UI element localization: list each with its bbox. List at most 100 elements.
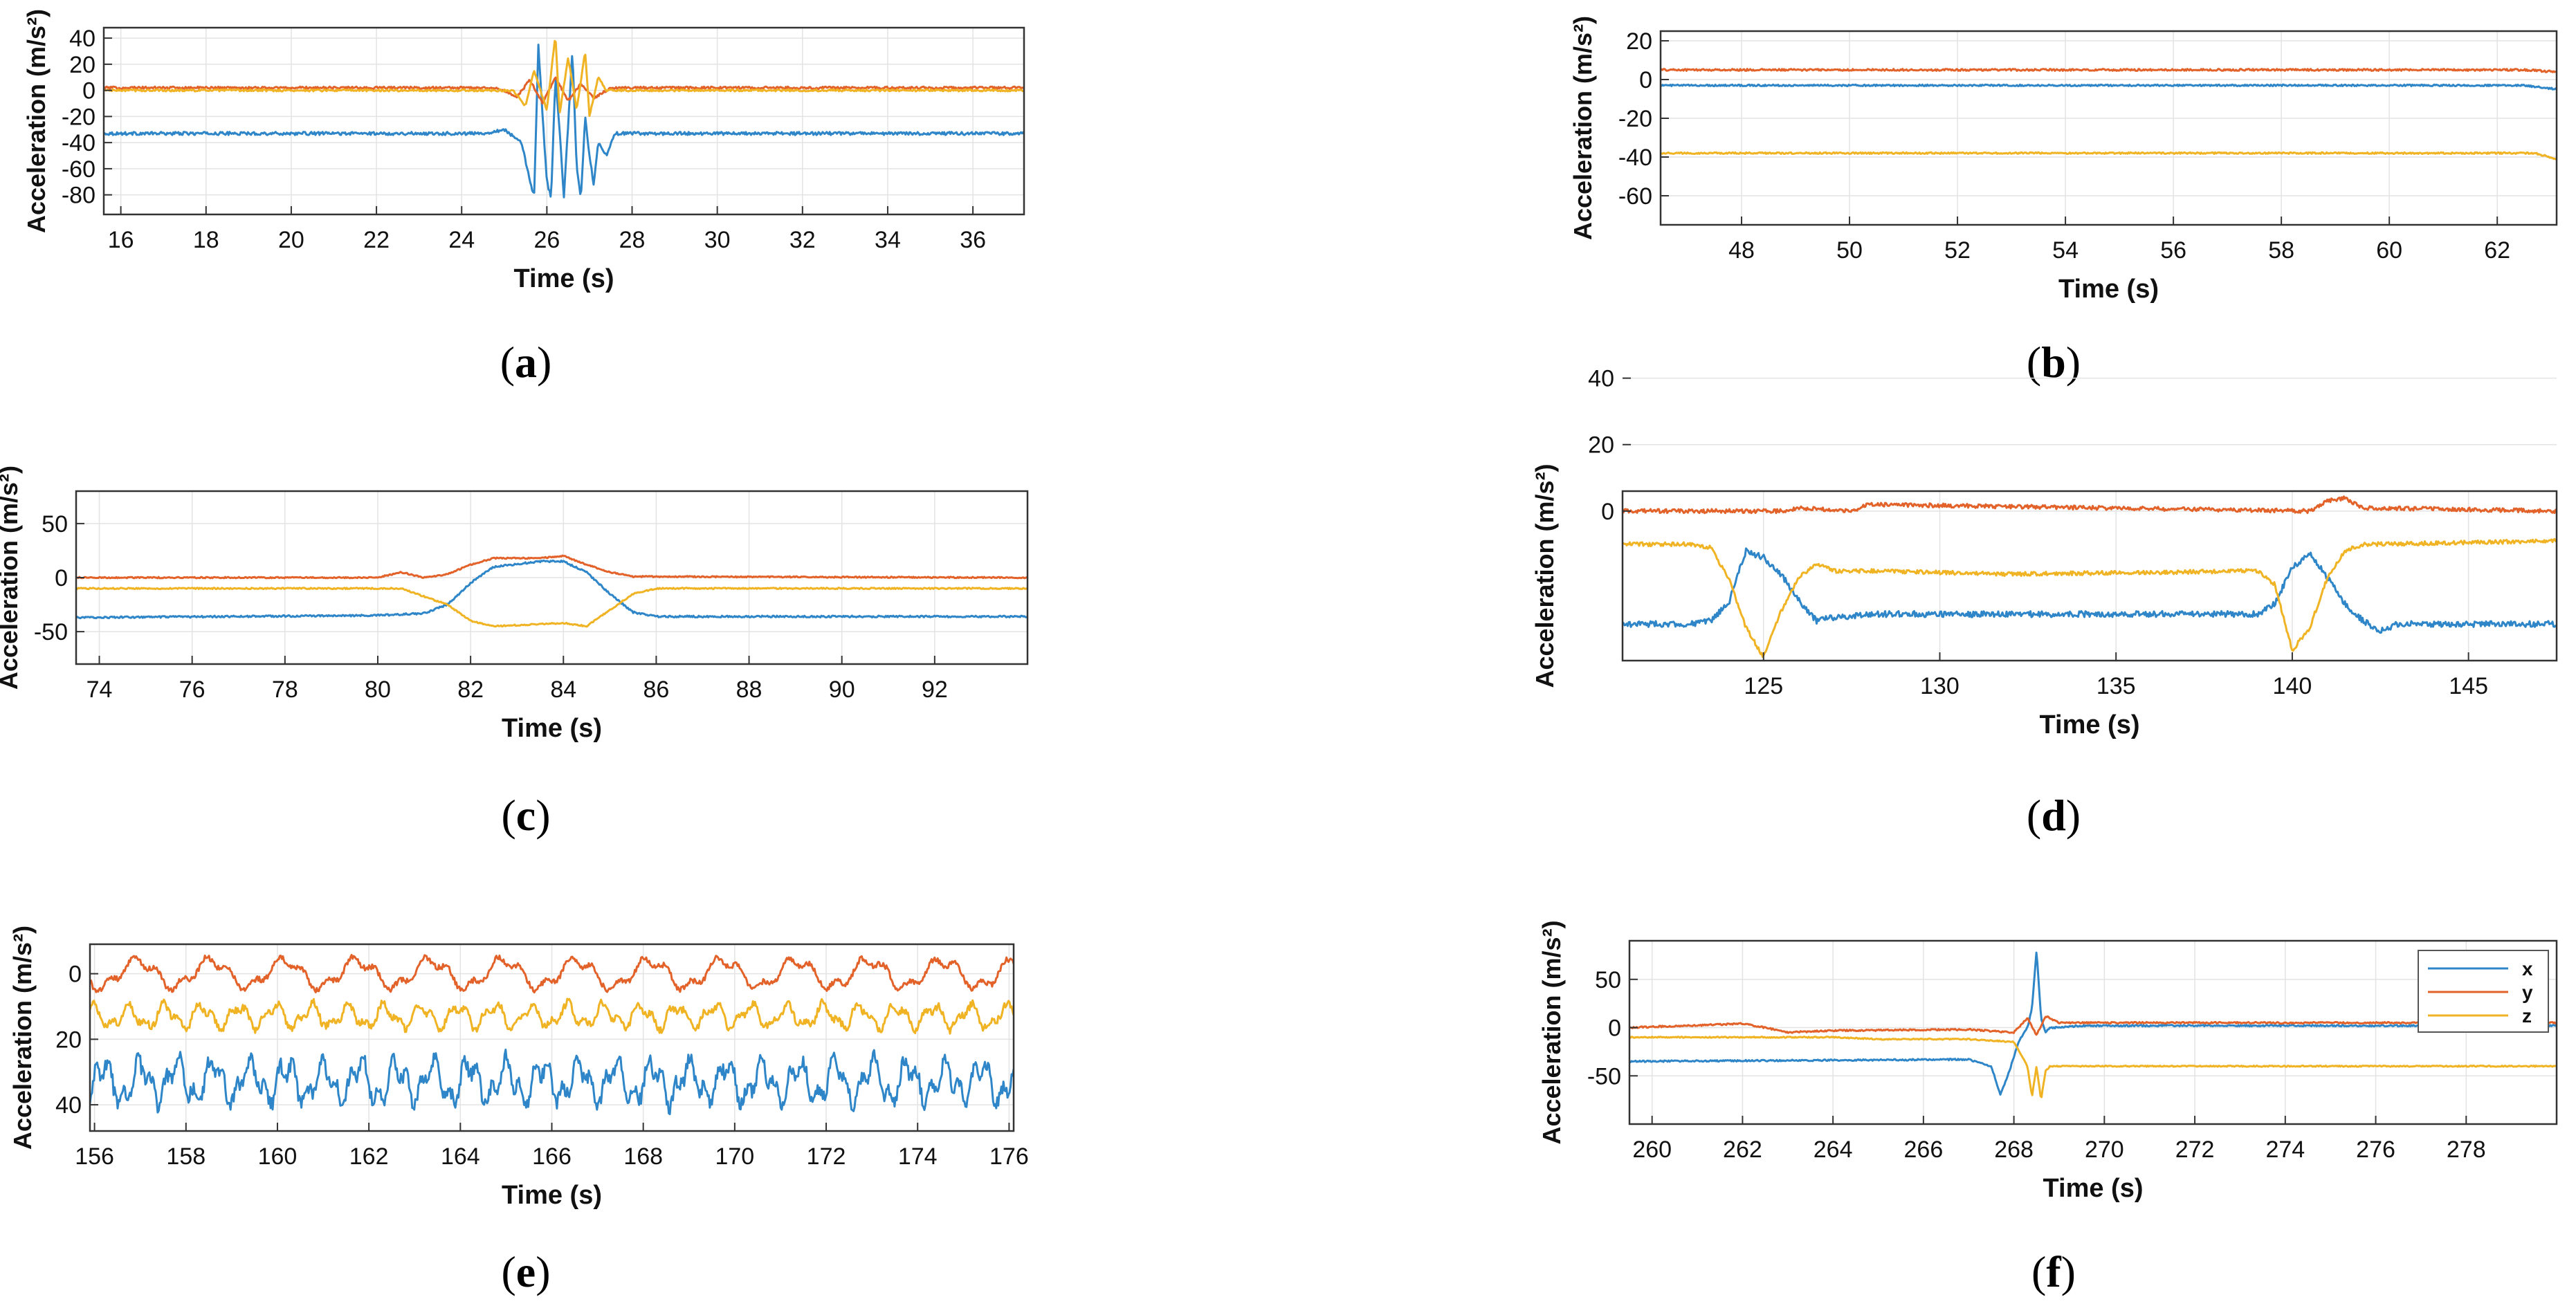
x-tick-label: 92 bbox=[922, 677, 948, 703]
series-group bbox=[76, 554, 1027, 628]
x-tick-label: 160 bbox=[258, 1143, 298, 1170]
x-axis-label: Time (s) bbox=[502, 714, 602, 743]
series-line-y bbox=[1629, 1015, 2557, 1036]
series-group bbox=[90, 954, 1014, 1116]
x-tick-label: 176 bbox=[989, 1143, 1029, 1170]
series-line-x bbox=[1623, 547, 2557, 634]
panel-caption: (e) bbox=[501, 1247, 550, 1296]
x-tick-label: 60 bbox=[2376, 237, 2402, 264]
x-tick-label: 22 bbox=[363, 227, 390, 253]
x-tick-label: 174 bbox=[898, 1143, 938, 1170]
x-axis-label: Time (s) bbox=[502, 1181, 602, 1210]
x-axis-label: Time (s) bbox=[2058, 275, 2159, 304]
x-tick-label: 48 bbox=[1728, 237, 1755, 264]
panel-f: 260 262 264 266 268 270 272 274 276 278 50 0 -50 Time… bbox=[1537, 920, 2558, 1296]
x-tick-label: 58 bbox=[2268, 237, 2294, 264]
y-tick-label: 20 bbox=[55, 1027, 82, 1053]
series-group bbox=[104, 39, 1024, 199]
series-line-z bbox=[1629, 1036, 2557, 1098]
series-group bbox=[1623, 495, 2557, 659]
panel-e: 156 158 160 162 164 166 168 170 172 174 176 0 20 40 Ti… bbox=[8, 926, 1029, 1296]
panel-caption: (c) bbox=[501, 791, 550, 840]
series-group bbox=[1629, 951, 2557, 1098]
x-tick-label: 172 bbox=[807, 1143, 846, 1170]
y-tick-label: -40 bbox=[62, 130, 95, 156]
x-tick-label: 268 bbox=[1994, 1137, 2034, 1163]
y-tick-label: -50 bbox=[34, 619, 68, 645]
x-tick-label: 125 bbox=[1744, 673, 1783, 699]
y-tick-label: 0 bbox=[1639, 67, 1652, 93]
series-line-z bbox=[76, 587, 1027, 628]
y-tick-label: 0 bbox=[68, 962, 82, 988]
x-tick-label: 74 bbox=[86, 677, 113, 703]
x-tick-label: 260 bbox=[1632, 1137, 1672, 1163]
x-tick-label: 76 bbox=[179, 677, 205, 703]
series-line-z bbox=[90, 997, 1014, 1035]
x-tick-label: 162 bbox=[349, 1143, 389, 1170]
x-tick-label: 266 bbox=[1904, 1137, 1944, 1163]
x-axis-label: Time (s) bbox=[2039, 710, 2139, 739]
y-tick-label: 50 bbox=[42, 511, 68, 537]
x-tick-label: 140 bbox=[2273, 673, 2312, 699]
series-line-y bbox=[90, 954, 1014, 994]
x-tick-label: 84 bbox=[550, 677, 576, 703]
x-tick-label: 264 bbox=[1814, 1137, 1853, 1163]
x-tick-label: 156 bbox=[75, 1143, 114, 1170]
series-line-z bbox=[1661, 151, 2557, 160]
x-tick-label: 50 bbox=[1836, 237, 1863, 264]
x-tick-label: 145 bbox=[2449, 673, 2488, 699]
x-tick-label: 78 bbox=[272, 677, 298, 703]
series-line-x bbox=[90, 1048, 1014, 1116]
x-tick-label: 270 bbox=[2085, 1137, 2124, 1163]
x-tick-label: 164 bbox=[441, 1143, 480, 1170]
series-line-x bbox=[104, 44, 1024, 199]
x-tick-label: 276 bbox=[2356, 1137, 2395, 1163]
y-axis-label: Acceleration (m/s²) bbox=[1569, 16, 1597, 240]
series-line-x bbox=[1661, 83, 2557, 91]
x-tick-label: 80 bbox=[365, 677, 391, 703]
y-axis-label: Acceleration (m/s²) bbox=[1531, 463, 1559, 688]
x-tick-label: 90 bbox=[829, 677, 855, 703]
y-tick-label: -60 bbox=[62, 156, 95, 183]
y-tick-label: 0 bbox=[55, 565, 68, 591]
x-tick-label: 170 bbox=[715, 1143, 754, 1170]
plot-frame bbox=[102, 26, 1025, 216]
x-tick-label: 262 bbox=[1723, 1137, 1762, 1163]
y-axis-label: Acceleration (m/s²) bbox=[8, 926, 37, 1150]
x-tick-label: 166 bbox=[532, 1143, 572, 1170]
y-tick-label: 50 bbox=[1595, 967, 1621, 993]
y-tick-label: 40 bbox=[69, 26, 95, 52]
y-tick-label: -50 bbox=[1587, 1063, 1621, 1089]
y-axis-label: Acceleration (m/s²) bbox=[22, 9, 51, 233]
y-tick-label: 0 bbox=[1608, 1015, 1621, 1042]
y-tick-label: -40 bbox=[1618, 145, 1652, 171]
panel-a: 16 18 20 22 24 26 28 30 32 34 3640200-20-40-60-80T… bbox=[22, 9, 1025, 387]
panel-b: 48 50 52 54 56 58 60 62 20 0 -20 -40 -60 Time (s) Acce… bbox=[1569, 16, 2558, 387]
legend: xyz bbox=[2418, 950, 2549, 1033]
x-tick-label: 20 bbox=[278, 227, 304, 253]
x-tick-label: 24 bbox=[448, 227, 475, 253]
x-tick-label: 272 bbox=[2175, 1137, 2215, 1163]
x-tick-label: 62 bbox=[2484, 237, 2510, 264]
series-group bbox=[1661, 68, 2557, 160]
series-line-x bbox=[1629, 951, 2557, 1096]
x-tick-label: 88 bbox=[736, 677, 762, 703]
y-tick-label: 0 bbox=[82, 78, 95, 104]
plot-frame bbox=[1659, 30, 2558, 226]
x-tick-label: 18 bbox=[193, 227, 219, 253]
series-line-y bbox=[1623, 495, 2557, 515]
x-tick-label: 34 bbox=[875, 227, 901, 253]
plot-frame bbox=[1628, 939, 2558, 1125]
x-tick-label: 54 bbox=[2052, 237, 2079, 264]
series-line-y bbox=[104, 76, 1024, 105]
panel-d: 125 130 135 140 145 0 20 40 Time (s) Acceleration… bbox=[1531, 366, 2558, 840]
x-tick-label: 135 bbox=[2097, 673, 2136, 699]
plot-area bbox=[1661, 31, 2557, 225]
y-axis-label: Acceleration (m/s²) bbox=[0, 466, 23, 690]
panel-caption: (d) bbox=[2027, 791, 2081, 840]
x-tick-label: 158 bbox=[166, 1143, 205, 1170]
y-axis-label: Acceleration (m/s²) bbox=[1537, 920, 1566, 1144]
x-tick-label: 32 bbox=[789, 227, 816, 253]
series-line-x bbox=[76, 559, 1027, 620]
legend-label-y: y bbox=[2522, 982, 2533, 1003]
